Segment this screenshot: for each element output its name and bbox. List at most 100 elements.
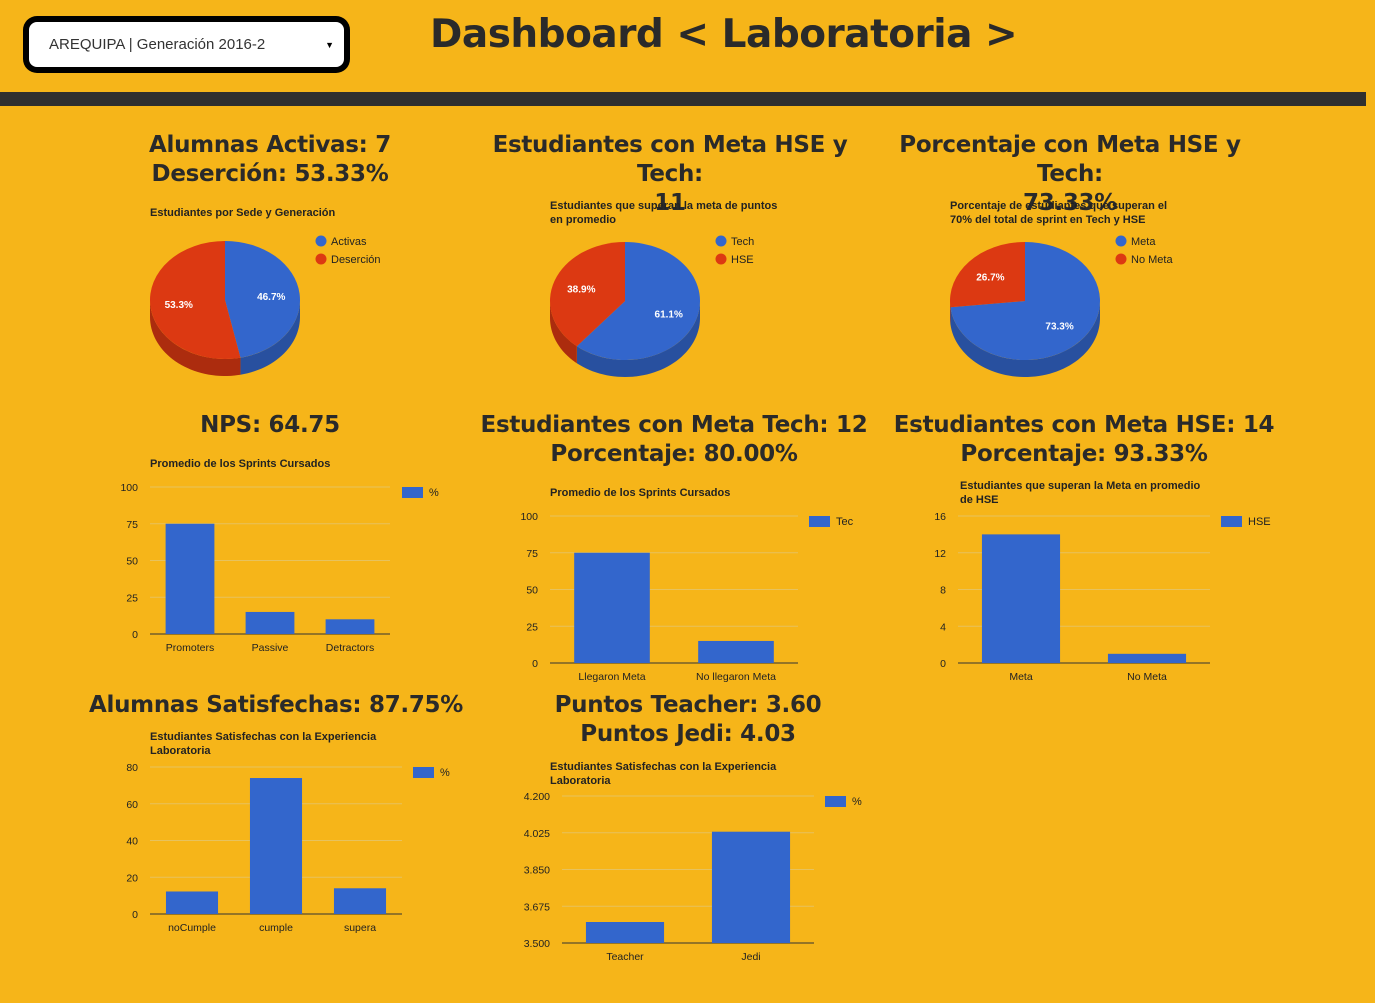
legend-label: No Meta xyxy=(1131,254,1173,266)
legend-swatch xyxy=(825,796,846,807)
chart-title: Estudiantes Satisfechas con la Experienc… xyxy=(150,731,377,743)
satisfechas-bar-chart: Estudiantes Satisfechas con la Experienc… xyxy=(126,731,450,934)
legend-swatch xyxy=(1221,516,1242,527)
generation-select-value: AREQUIPA | Generación 2016-2 xyxy=(49,36,266,53)
y-tick-label: 4.200 xyxy=(524,791,550,803)
chart-title: Estudiantes que superan la Meta en prome… xyxy=(960,480,1200,492)
legend-swatch xyxy=(402,487,423,498)
y-tick-label: 3.675 xyxy=(524,901,550,913)
y-tick-label: 100 xyxy=(120,482,138,494)
legend-label: % xyxy=(852,796,862,808)
pie-slice-label: 46.7% xyxy=(257,292,285,303)
pct-hse-tech-heading: Porcentaje con Meta HSE y Tech: 73.33% xyxy=(870,131,1270,218)
y-tick-label: 75 xyxy=(126,519,138,531)
x-tick-label: Teacher xyxy=(606,951,644,963)
y-tick-label: 3.850 xyxy=(524,865,550,877)
y-tick-label: 0 xyxy=(132,909,138,921)
legend-swatch xyxy=(1115,253,1127,265)
pie-slice xyxy=(950,242,1100,360)
y-tick-label: 20 xyxy=(126,872,138,884)
chart-title: Estudiantes por Sede y Generación xyxy=(150,207,336,219)
legend-swatch xyxy=(315,253,327,265)
bar xyxy=(325,619,375,634)
bar xyxy=(585,922,665,943)
bar xyxy=(698,640,774,663)
legend-label: Activas xyxy=(331,236,367,248)
y-tick-label: 0 xyxy=(532,658,538,670)
pie-slice-label: 38.9% xyxy=(567,285,595,296)
meta-hse-tech-label: Estudiantes con Meta HSE y Tech: xyxy=(492,132,848,187)
y-tick-label: 100 xyxy=(520,511,538,523)
y-tick-label: 25 xyxy=(526,621,538,633)
bar xyxy=(249,778,303,914)
meta-tech-heading: Estudiantes con Meta Tech: 12 Porcentaje… xyxy=(474,411,874,469)
chart-title: en promedio xyxy=(550,214,616,226)
bar xyxy=(333,888,387,914)
x-tick-label: Passive xyxy=(252,642,289,654)
meta-hse-count: Estudiantes con Meta HSE: 14 xyxy=(893,412,1275,438)
pie-slice xyxy=(149,241,241,359)
x-tick-label: Llegaron Meta xyxy=(578,671,645,683)
nps-heading: NPS: 64.75 xyxy=(70,411,470,440)
meta-hse-tech-heading: Estudiantes con Meta HSE y Tech: 11 xyxy=(470,131,870,218)
legend-swatch xyxy=(413,767,434,778)
legend-swatch xyxy=(715,235,727,247)
bar xyxy=(981,534,1061,663)
activas-heading: Alumnas Activas: 7 Deserción: 53.33% xyxy=(70,131,470,189)
y-tick-label: 60 xyxy=(126,799,138,811)
pie-slice-side xyxy=(576,301,700,377)
bar xyxy=(165,523,215,634)
bar xyxy=(1107,653,1187,663)
legend-label: % xyxy=(440,767,450,779)
y-tick-label: 80 xyxy=(126,762,138,774)
satisfechas-heading: Alumnas Satisfechas: 87.75% xyxy=(76,691,476,720)
meta-hse-percent: Porcentaje: 93.33% xyxy=(960,441,1208,467)
puntos-jedi: Puntos Jedi: 4.03 xyxy=(580,721,796,747)
y-tick-label: 4 xyxy=(940,621,946,633)
x-tick-label: Meta xyxy=(1009,671,1033,683)
bar xyxy=(165,891,219,914)
y-tick-label: 75 xyxy=(526,548,538,560)
generation-select[interactable]: AREQUIPA | Generación 2016-2 ▼ xyxy=(23,16,350,73)
y-tick-label: 0 xyxy=(940,658,946,670)
chart-title: Promedio de los Sprints Cursados xyxy=(150,458,330,470)
chart-title: Laboratoria xyxy=(550,775,611,787)
chart-title: de HSE xyxy=(960,494,999,506)
pie-slice xyxy=(225,241,300,358)
y-tick-label: 25 xyxy=(126,592,138,604)
y-tick-label: 50 xyxy=(126,556,138,568)
meta-tech-count: Estudiantes con Meta Tech: 12 xyxy=(480,412,868,438)
desercion-pie-chart: Estudiantes por Sede y Generación 46.7% 53… xyxy=(149,207,381,376)
legend-label: % xyxy=(429,487,439,499)
pie-slice-side xyxy=(150,300,241,376)
legend-label: Tec xyxy=(836,516,854,528)
pct-hse-tech-label: Porcentaje con Meta HSE y Tech: xyxy=(899,132,1241,187)
x-tick-label: Jedi xyxy=(741,951,760,963)
x-tick-label: supera xyxy=(344,922,376,934)
generation-select-box[interactable]: AREQUIPA | Generación 2016-2 ▼ xyxy=(29,22,344,67)
desercion-percent: Deserción: 53.33% xyxy=(151,161,389,187)
y-tick-label: 4.025 xyxy=(524,828,550,840)
pie-slice-side xyxy=(950,301,1100,377)
pie-slice-label: 53.3% xyxy=(165,300,193,311)
legend-label: HSE xyxy=(731,254,754,266)
pie-slice-side xyxy=(240,300,300,375)
legend-swatch xyxy=(715,253,727,265)
chart-title: Promedio de los Sprints Cursados xyxy=(550,487,730,499)
meta-tech-percent: Porcentaje: 80.00% xyxy=(550,441,798,467)
legend-label: Deserción xyxy=(331,254,381,266)
satisfechas-value: Alumnas Satisfechas: 87.75% xyxy=(89,692,463,718)
meta-hse-bar-chart: Estudiantes que superan la Meta en prome… xyxy=(934,480,1271,683)
bar xyxy=(574,552,650,663)
chevron-down-icon: ▼ xyxy=(325,39,334,50)
legend-label: Tech xyxy=(731,236,754,248)
x-tick-label: noCumple xyxy=(168,922,216,934)
y-tick-label: 12 xyxy=(934,548,946,560)
x-tick-label: Promoters xyxy=(166,642,214,654)
pie-slice-label: 61.1% xyxy=(655,309,683,320)
pie-slice xyxy=(576,242,700,360)
legend-label: HSE xyxy=(1248,516,1271,528)
pie-slice xyxy=(950,242,1025,308)
legend-label: Meta xyxy=(1131,236,1156,248)
bar xyxy=(711,831,791,943)
